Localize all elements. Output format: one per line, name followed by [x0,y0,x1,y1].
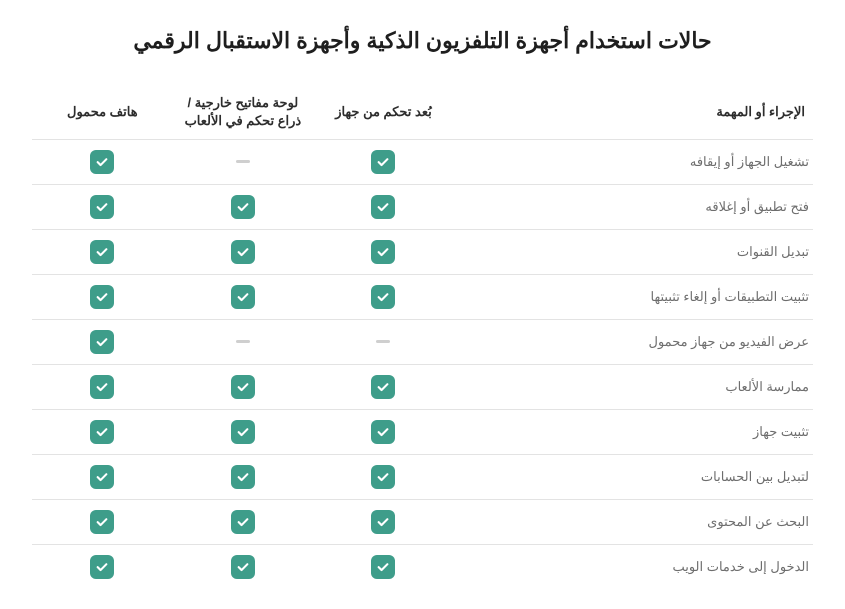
task-cell: تثبيت جهاز [454,410,813,455]
status-cell-phone [32,500,173,545]
check-icon [90,510,114,534]
check-icon [371,555,395,579]
col-header-phone: هاتف محمول [32,84,173,140]
status-cell-phone [32,230,173,275]
task-cell: فتح تطبيق أو إغلاقه [454,185,813,230]
check-icon [231,285,255,309]
status-cell-phone [32,410,173,455]
dash-icon [236,340,250,343]
task-cell: تبديل القنوات [454,230,813,275]
task-cell: ممارسة الألعاب [454,365,813,410]
check-icon [231,240,255,264]
task-cell: تشغيل الجهاز أو إيقافه [454,140,813,185]
status-cell-remote [313,365,454,410]
table-header-row: الإجراء أو المهمة بُعد تحكم من جهاز لوحة… [32,84,813,140]
task-cell: الدخول إلى خدمات الويب [454,545,813,590]
status-cell-phone [32,185,173,230]
table-row: تبديل القنوات [32,230,813,275]
status-cell-remote [313,410,454,455]
check-icon [371,195,395,219]
task-cell: البحث عن المحتوى [454,500,813,545]
status-cell-remote [313,230,454,275]
status-cell-keyboard [173,275,314,320]
status-cell-phone [32,140,173,185]
status-cell-keyboard [173,410,314,455]
status-cell-keyboard [173,140,314,185]
task-cell: عرض الفيديو من جهاز محمول [454,320,813,365]
status-cell-remote [313,500,454,545]
table-body: تشغيل الجهاز أو إيقافهفتح تطبيق أو إغلاق… [32,140,813,590]
check-icon [371,285,395,309]
status-cell-remote [313,185,454,230]
status-cell-keyboard [173,185,314,230]
status-cell-remote [313,455,454,500]
status-cell-keyboard [173,545,314,590]
check-icon [231,555,255,579]
table-row: البحث عن المحتوى [32,500,813,545]
table-row: الدخول إلى خدمات الويب [32,545,813,590]
check-icon [231,465,255,489]
check-icon [231,510,255,534]
status-cell-phone [32,455,173,500]
status-cell-keyboard [173,365,314,410]
page-title: حالات استخدام أجهزة التلفزيون الذكية وأج… [32,28,813,54]
check-icon [90,465,114,489]
col-header-keyboard: لوحة مفاتيح خارجية / ذراع تحكم في الألعا… [173,84,314,140]
table-row: تشغيل الجهاز أو إيقافه [32,140,813,185]
task-cell: تثبيت التطبيقات أو إلغاء تثبيتها [454,275,813,320]
dash-icon [236,160,250,163]
col-header-task: الإجراء أو المهمة [454,84,813,140]
status-cell-remote [313,545,454,590]
table-row: تثبيت التطبيقات أو إلغاء تثبيتها [32,275,813,320]
table-row: ممارسة الألعاب [32,365,813,410]
check-icon [90,375,114,399]
comparison-table: الإجراء أو المهمة بُعد تحكم من جهاز لوحة… [32,84,813,589]
table-row: لتبديل بين الحسابات [32,455,813,500]
check-icon [231,375,255,399]
dash-icon [376,340,390,343]
check-icon [90,240,114,264]
table-row: عرض الفيديو من جهاز محمول [32,320,813,365]
check-icon [371,465,395,489]
status-cell-phone [32,545,173,590]
status-cell-remote [313,275,454,320]
check-icon [371,240,395,264]
page: حالات استخدام أجهزة التلفزيون الذكية وأج… [0,0,845,609]
check-icon [90,150,114,174]
status-cell-phone [32,365,173,410]
check-icon [371,150,395,174]
status-cell-keyboard [173,320,314,365]
status-cell-remote [313,140,454,185]
check-icon [371,510,395,534]
check-icon [90,285,114,309]
status-cell-keyboard [173,455,314,500]
check-icon [90,555,114,579]
status-cell-phone [32,275,173,320]
status-cell-remote [313,320,454,365]
table-row: تثبيت جهاز [32,410,813,455]
task-cell: لتبديل بين الحسابات [454,455,813,500]
status-cell-keyboard [173,500,314,545]
check-icon [90,330,114,354]
status-cell-keyboard [173,230,314,275]
check-icon [371,420,395,444]
check-icon [231,195,255,219]
check-icon [90,420,114,444]
status-cell-phone [32,320,173,365]
table-row: فتح تطبيق أو إغلاقه [32,185,813,230]
col-header-remote: بُعد تحكم من جهاز [313,84,454,140]
check-icon [371,375,395,399]
check-icon [231,420,255,444]
check-icon [90,195,114,219]
